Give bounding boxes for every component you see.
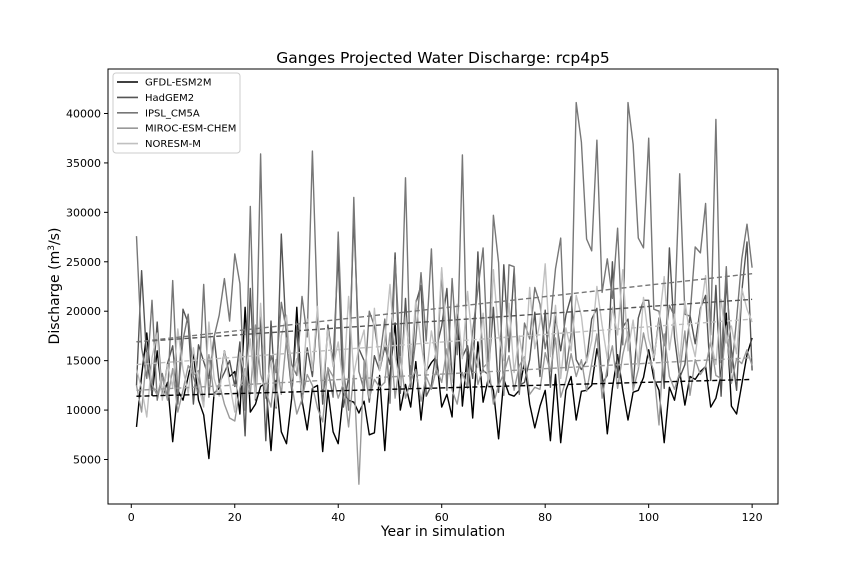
x-axis-label: Year in simulation bbox=[380, 524, 505, 540]
x-tick-label-5: 100 bbox=[638, 511, 659, 524]
y-tick-label-1: 10000 bbox=[66, 404, 101, 417]
y-axis-label: Discharge (m3/s) bbox=[47, 228, 63, 345]
y-tick-label-5: 30000 bbox=[66, 206, 101, 219]
y-axis-label-main: Discharge (m bbox=[47, 251, 63, 345]
trend-line-2 bbox=[136, 272, 753, 343]
trend-line-0 bbox=[136, 378, 753, 397]
x-tick-label-6: 120 bbox=[742, 511, 763, 524]
y-tick-label-2: 15000 bbox=[66, 355, 101, 368]
y-tick-label-4: 25000 bbox=[66, 256, 101, 269]
series-line-3 bbox=[135, 324, 753, 485]
series-line-0 bbox=[135, 306, 753, 460]
legend: GFDL-ESM2M HadGEM2 IPSL_CM5A MIROC-ESM-CHEM… bbox=[112, 72, 241, 154]
y-tick-label-7: 40000 bbox=[66, 107, 101, 120]
trend-line-1 bbox=[136, 298, 753, 343]
x-tick-label-2: 40 bbox=[331, 511, 345, 524]
plot-frame bbox=[107, 68, 779, 505]
legend-label-4: NORESM-M bbox=[145, 139, 201, 150]
legend-label-2: IPSL_CM5A bbox=[145, 108, 200, 119]
chart-title: Ganges Projected Water Discharge: rcp4p5 bbox=[276, 49, 610, 67]
y-axis-label-tail: /s) bbox=[47, 228, 63, 245]
series-line-2 bbox=[135, 101, 753, 411]
legend-label-0: GFDL-ESM2M bbox=[145, 78, 212, 89]
y-tick-label-0: 5000 bbox=[73, 454, 101, 467]
plot-lines bbox=[135, 101, 753, 485]
x-axis: 0 20 40 60 80 100 120 bbox=[128, 504, 763, 524]
trend-line-3 bbox=[136, 356, 753, 392]
y-axis-label-sup: 3 bbox=[47, 245, 57, 251]
x-tick-label-4: 80 bbox=[538, 511, 552, 524]
legend-label-3: MIROC-ESM-CHEM bbox=[145, 124, 236, 135]
y-tick-label-3: 20000 bbox=[66, 305, 101, 318]
series-line-4 bbox=[135, 263, 753, 418]
trend-line-4 bbox=[136, 318, 753, 366]
x-tick-label-0: 0 bbox=[128, 511, 135, 524]
legend-label-1: HadGEM2 bbox=[145, 93, 194, 104]
y-tick-label-6: 35000 bbox=[66, 157, 101, 170]
y-axis: 5000 10000 15000 20000 25000 30000 35000 40000 bbox=[66, 107, 108, 467]
x-tick-label-1: 20 bbox=[228, 511, 242, 524]
x-tick-label-3: 60 bbox=[435, 511, 449, 524]
legend-box bbox=[112, 72, 241, 154]
